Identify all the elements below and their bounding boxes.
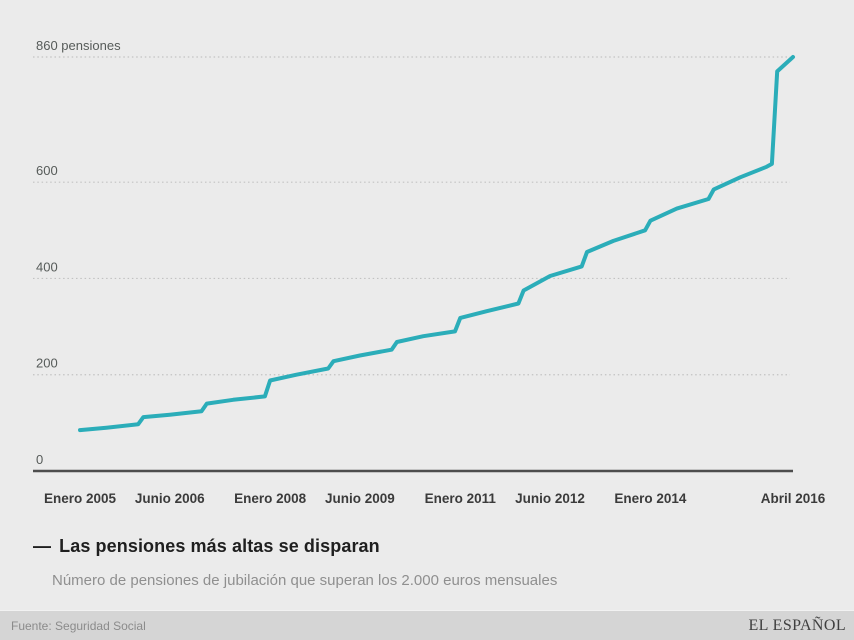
source-label: Fuente: Seguridad Social (11, 618, 146, 633)
footer-bar: Fuente: Seguridad Social EL ESPAÑOL (0, 610, 854, 640)
title-dash: — (33, 536, 52, 556)
pension-chart: 0 200 400 600 860 pensiones Enero 2005 Junio 2… (33, 38, 826, 506)
x-axis-label: Abril 2016 (761, 491, 826, 506)
x-axis-label: Enero 2011 (425, 491, 497, 506)
el-espanol-logo: EL ESPAÑOL (748, 616, 846, 634)
y-axis-label-0: 0 (36, 452, 43, 467)
x-axis-label: Junio 2012 (515, 491, 585, 506)
x-axis-label: Junio 2009 (325, 491, 395, 506)
y-axis-label-860: 860 pensiones (36, 38, 121, 53)
y-axis-label-600: 600 (36, 163, 58, 178)
chart-title: Las pensiones más altas se disparan (59, 536, 380, 556)
x-axis-label: Junio 2006 (135, 491, 205, 506)
chart-title-row: — Las pensiones más altas se disparan (33, 536, 380, 557)
y-axis-label-200: 200 (36, 356, 58, 371)
x-axis-label: Enero 2008 (234, 491, 307, 506)
y-axis-label-400: 400 (36, 259, 58, 274)
x-axis-label: Enero 2005 (44, 491, 117, 506)
chart-subtitle: Número de pensiones de jubilación que su… (52, 572, 558, 589)
x-axis-label: Enero 2014 (614, 491, 687, 506)
pension-line-path (78, 55, 795, 433)
